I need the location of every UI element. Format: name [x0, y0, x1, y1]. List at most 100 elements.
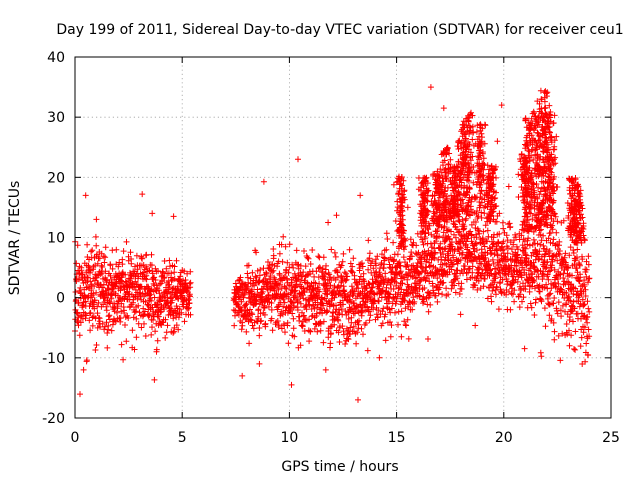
data-point-marker	[544, 192, 551, 199]
data-point-marker	[307, 328, 314, 335]
data-point-marker	[541, 221, 548, 228]
data-point-marker	[440, 279, 447, 286]
data-point-marker	[545, 276, 552, 283]
data-point-marker	[295, 156, 301, 163]
data-point-marker	[566, 327, 572, 334]
data-point-marker	[260, 178, 267, 185]
data-point-marker	[126, 277, 133, 284]
data-point-marker	[530, 236, 537, 243]
data-point-marker	[482, 222, 489, 229]
data-point-marker	[341, 287, 348, 294]
data-point-marker	[274, 318, 281, 324]
data-point-marker	[374, 314, 381, 321]
data-point-marker	[541, 159, 548, 166]
data-point-marker	[516, 269, 523, 275]
data-point-marker	[85, 274, 91, 281]
data-point-marker	[247, 306, 253, 313]
data-point-marker	[119, 261, 126, 268]
data-point-marker	[584, 319, 591, 326]
data-point-marker	[230, 307, 237, 313]
data-point-marker	[158, 308, 165, 315]
data-point-marker	[87, 309, 94, 316]
data-point-marker	[522, 245, 529, 252]
data-point-marker	[77, 391, 83, 398]
data-point-marker	[455, 138, 462, 145]
data-point-marker	[151, 294, 158, 301]
data-point-marker	[340, 301, 347, 308]
data-point-marker	[530, 277, 537, 283]
data-point-marker	[542, 265, 549, 272]
chart-title: Day 199 of 2011, Sidereal Day-to-day VTE…	[56, 22, 623, 38]
data-point-marker	[122, 271, 129, 278]
data-point-marker	[90, 291, 97, 297]
data-point-marker	[504, 256, 511, 263]
data-point-marker	[77, 319, 84, 326]
data-point-marker	[525, 278, 532, 285]
data-point-marker	[548, 133, 555, 140]
data-point-marker	[162, 316, 169, 323]
data-point-marker	[469, 136, 476, 143]
data-point-marker	[113, 246, 120, 253]
data-point-marker	[449, 181, 456, 187]
data-point-marker	[396, 176, 403, 183]
data-point-marker	[238, 326, 245, 333]
data-point-marker	[544, 271, 551, 278]
data-point-marker	[185, 305, 191, 312]
data-point-marker	[553, 133, 560, 140]
data-point-marker	[529, 197, 535, 204]
data-point-marker	[584, 313, 591, 320]
data-point-marker	[518, 274, 525, 281]
data-point-marker	[397, 268, 404, 275]
data-point-marker	[459, 167, 466, 174]
data-point-marker	[507, 306, 514, 313]
data-point-marker	[448, 266, 455, 273]
data-point-marker	[455, 258, 461, 265]
data-point-marker	[550, 190, 557, 197]
data-point-marker	[559, 302, 566, 309]
data-point-marker	[320, 254, 327, 261]
data-point-marker	[489, 287, 496, 294]
data-point-marker	[490, 241, 497, 248]
data-point-marker	[454, 267, 461, 274]
data-point-marker	[541, 98, 548, 105]
data-point-marker	[88, 248, 95, 255]
data-point-marker	[520, 294, 527, 301]
data-point-marker	[281, 299, 288, 306]
data-point-marker	[342, 341, 349, 347]
data-point-marker	[465, 160, 472, 167]
data-point-marker	[432, 213, 439, 220]
data-point-marker	[455, 229, 462, 236]
data-point-marker	[528, 183, 535, 190]
data-point-marker	[288, 299, 295, 305]
data-point-marker	[84, 284, 91, 290]
data-point-marker	[324, 308, 331, 315]
data-point-marker	[395, 321, 401, 328]
data-point-marker	[375, 307, 382, 314]
data-point-marker	[425, 336, 431, 342]
data-point-marker	[93, 216, 100, 223]
data-point-marker	[293, 247, 300, 254]
y-axis-label: SDTVAR / TECUs	[7, 181, 23, 296]
data-point-marker	[301, 248, 307, 254]
data-point-marker	[336, 339, 343, 345]
data-point-marker	[449, 207, 456, 214]
data-point-marker	[570, 247, 577, 254]
data-point-marker	[398, 273, 405, 280]
data-point-marker	[557, 307, 564, 314]
data-point-marker	[282, 243, 289, 250]
data-point-marker	[383, 284, 390, 291]
data-point-marker	[552, 160, 559, 167]
data-point-marker	[270, 252, 277, 259]
data-point-marker	[514, 251, 521, 258]
data-point-marker	[392, 218, 399, 224]
data-point-marker	[517, 156, 523, 162]
data-point-marker	[420, 241, 427, 248]
data-point-marker	[536, 106, 543, 113]
data-point-marker	[120, 356, 127, 363]
data-point-marker	[268, 315, 275, 322]
data-point-marker	[249, 286, 255, 293]
data-point-marker	[522, 171, 529, 178]
data-point-marker	[529, 146, 536, 153]
data-point-marker	[436, 284, 443, 291]
data-point-marker	[540, 148, 546, 155]
